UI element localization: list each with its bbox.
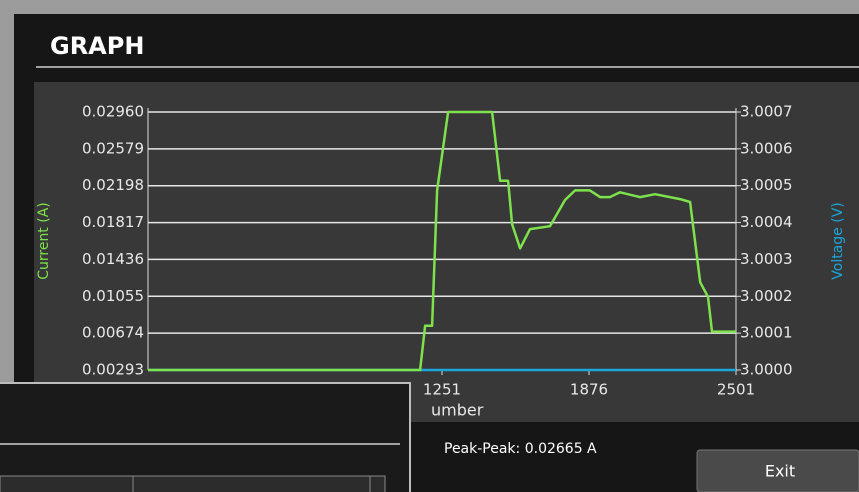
peak-peak: Peak-Peak: 0.02665 A: [444, 441, 597, 457]
exit-button[interactable]: [696, 449, 859, 492]
y-tick-label: 0.01055: [82, 287, 144, 305]
dialog-box: [0, 382, 411, 492]
exit-label[interactable]: Exit: [765, 462, 795, 481]
x-tick-label: 1251: [423, 381, 461, 399]
y2-tick-label: 3.0001: [740, 324, 793, 342]
series-line: [148, 110, 736, 372]
y2-tick-label: 3.0007: [740, 103, 793, 121]
y-tick-label: 0.00674: [82, 324, 144, 342]
y-axis-label: Current (A): [36, 202, 52, 280]
y-tick-label: 0.02960: [82, 103, 144, 121]
graph-panel: [34, 82, 859, 422]
y-tick-label: 0.02579: [82, 139, 144, 157]
y2-tick-label: 3.0004: [740, 213, 793, 231]
dialog-table-header: [0, 475, 386, 492]
y2-tick-label: 3.0002: [740, 287, 793, 305]
x-tick-label: 1876: [570, 381, 608, 399]
plot: 0.02960 0.02579 0.02198 0.01817 0.01436 0.010…: [36, 103, 846, 420]
x-axis-label: umber: [431, 401, 484, 420]
y2-tick-label: 3.0006: [740, 139, 793, 157]
y2-tick-label: 3.0003: [740, 250, 793, 268]
y-tick-label: 0.01436: [82, 250, 144, 268]
x-tick-label: 2501: [717, 381, 755, 399]
y-tick-label: 0.01817: [82, 213, 144, 231]
overlay-dialog: [0, 382, 411, 492]
y-tick-label: 0.02198: [82, 176, 144, 194]
y2-tick-label: 3.0005: [740, 176, 793, 194]
y-tick-label: 0.00293: [82, 361, 144, 379]
screen-title: GRAPH: [50, 32, 144, 60]
y2-tick-label: 3.0000: [740, 361, 793, 379]
y2-axis-label: Voltage (V): [830, 202, 846, 279]
